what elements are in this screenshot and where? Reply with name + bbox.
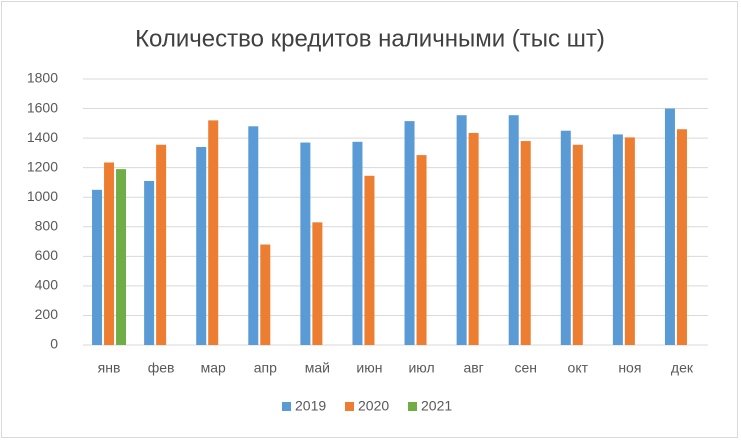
bar	[404, 121, 415, 345]
bar	[612, 134, 623, 345]
bar	[664, 108, 675, 345]
bar	[104, 162, 115, 345]
x-tick-label: фев	[148, 360, 175, 376]
y-tick-label: 800	[35, 217, 59, 233]
bar	[560, 130, 571, 345]
legend-label: 2020	[358, 398, 389, 414]
y-tick-label: 1800	[27, 70, 58, 86]
legend-swatch	[345, 402, 354, 411]
legend-label: 2019	[295, 398, 326, 414]
bar	[208, 120, 219, 345]
x-tick-label: июн	[356, 360, 382, 376]
bar	[624, 137, 635, 345]
y-tick-label: 1600	[27, 99, 58, 115]
x-tick-label: сен	[514, 360, 537, 376]
bar	[92, 189, 103, 345]
bar	[312, 222, 323, 345]
chart-title: Количество кредитов наличными (тыс шт)	[135, 25, 605, 52]
y-tick-label: 400	[35, 277, 59, 293]
bar	[248, 126, 259, 346]
y-tick-label: 1400	[27, 129, 58, 145]
bar	[260, 244, 271, 345]
bar	[468, 132, 479, 345]
x-tick-label: апр	[254, 360, 277, 376]
bar	[196, 146, 207, 345]
x-tick-label: мар	[201, 360, 226, 376]
bar	[520, 141, 531, 345]
legend-label: 2021	[421, 398, 452, 414]
x-tick-label: окт	[568, 360, 589, 376]
bar	[416, 155, 427, 345]
x-tick-label: июл	[408, 360, 434, 376]
x-tick-label: авг	[463, 360, 483, 376]
legend-swatch	[408, 402, 417, 411]
y-tick-label: 1000	[27, 188, 58, 204]
y-tick-label: 1200	[27, 158, 58, 174]
bar	[156, 144, 167, 345]
bar	[572, 144, 583, 345]
bar	[300, 142, 311, 345]
bar	[352, 141, 363, 345]
y-tick-label: 0	[50, 336, 58, 352]
bar	[364, 175, 375, 345]
y-tick-label: 600	[35, 247, 59, 263]
x-tick-label: ноя	[618, 360, 641, 376]
x-tick-label: янв	[98, 360, 121, 376]
bar	[508, 115, 519, 345]
bar	[676, 129, 687, 345]
bar	[144, 180, 155, 345]
x-tick-label: дек	[671, 360, 694, 376]
legend-swatch	[282, 402, 291, 411]
x-tick-label: май	[305, 360, 330, 376]
bar	[116, 169, 127, 345]
bar	[456, 115, 467, 345]
y-tick-label: 200	[35, 306, 59, 322]
